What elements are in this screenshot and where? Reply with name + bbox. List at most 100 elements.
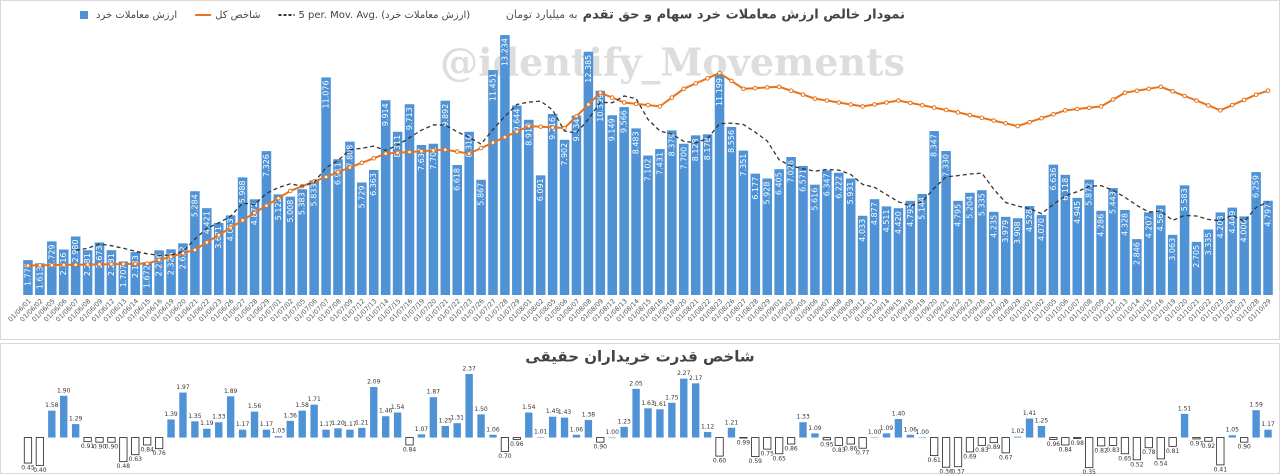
bar xyxy=(58,249,69,295)
data-label: 1.63 xyxy=(641,400,655,407)
data-label: 4.449 xyxy=(1228,211,1237,234)
bar xyxy=(965,192,975,295)
data-label: 0.78 xyxy=(1142,449,1156,456)
data-label: 4.033 xyxy=(858,219,867,242)
data-label: 0.35 xyxy=(1083,469,1097,474)
bar xyxy=(452,165,462,295)
data-label: 0.40 xyxy=(33,467,47,474)
data-label: 1.21 xyxy=(725,419,739,426)
data-label: 5.872 xyxy=(1085,183,1094,206)
data-label: 6.259 xyxy=(1252,175,1261,198)
bar xyxy=(810,184,820,295)
bar xyxy=(881,206,892,295)
line-marker xyxy=(896,98,901,103)
data-label: 0.69 xyxy=(963,453,977,460)
data-label: 0.84 xyxy=(141,446,155,453)
bar xyxy=(118,261,129,295)
line-marker xyxy=(1027,119,1032,125)
bar xyxy=(1108,188,1118,295)
bar xyxy=(1252,410,1260,438)
line-marker xyxy=(1039,115,1044,121)
bar xyxy=(702,134,713,295)
data-label: 1.31 xyxy=(451,415,465,422)
bar xyxy=(416,144,427,295)
data-label: 0.89 xyxy=(987,444,1001,451)
bar xyxy=(786,156,796,295)
bar xyxy=(358,427,366,438)
bar xyxy=(130,252,141,295)
bottom-panel xyxy=(0,343,1280,474)
line-marker xyxy=(109,261,114,267)
data-label: 6.222 xyxy=(834,176,843,199)
line-marker xyxy=(359,160,365,166)
line-marker xyxy=(121,261,126,267)
data-label: 0.90 xyxy=(105,444,119,451)
data-label: 1.51 xyxy=(1178,405,1192,412)
bar xyxy=(774,169,784,295)
line-marker xyxy=(574,113,579,119)
data-label: 5.122 xyxy=(274,197,283,220)
bar xyxy=(1025,418,1034,438)
line-marker xyxy=(1122,90,1128,95)
bar xyxy=(953,437,963,468)
bar xyxy=(584,419,593,438)
bar xyxy=(1120,209,1130,295)
line-marker xyxy=(800,92,806,97)
bar xyxy=(1228,435,1236,438)
data-label: 0.82 xyxy=(1094,447,1108,454)
line-marker xyxy=(252,210,257,216)
data-label: 7.026 xyxy=(787,160,796,183)
data-label: 0.97 xyxy=(1190,440,1204,447)
data-label: 7.637 xyxy=(417,148,426,171)
bar xyxy=(1108,437,1118,446)
bar xyxy=(989,437,998,444)
data-label: 1.17 xyxy=(236,421,250,428)
line-marker xyxy=(1003,121,1009,126)
bar xyxy=(368,170,379,295)
bar xyxy=(1120,437,1130,455)
data-label: 1.01 xyxy=(534,429,548,436)
legend-item: ارزش معاملات خرد xyxy=(80,10,177,21)
bar xyxy=(857,215,868,295)
bar xyxy=(441,425,449,438)
data-label: 4.877 xyxy=(870,202,879,225)
line-marker xyxy=(73,262,78,268)
chart-subtitle: به میلیارد تومان xyxy=(506,8,578,21)
line-marker xyxy=(764,85,770,90)
data-label: 1.12 xyxy=(701,423,715,430)
bar xyxy=(1132,437,1141,461)
bar xyxy=(1179,185,1190,295)
bar xyxy=(1060,174,1071,295)
line-marker xyxy=(1218,108,1223,113)
bar xyxy=(560,417,569,438)
line-marker xyxy=(705,76,710,81)
bar xyxy=(142,262,152,295)
line-marker xyxy=(1146,86,1152,92)
bar xyxy=(154,250,164,295)
bar xyxy=(822,437,831,441)
bar xyxy=(644,408,652,438)
line-marker xyxy=(144,261,150,266)
bar xyxy=(608,437,616,439)
bar xyxy=(1204,437,1213,442)
line-marker xyxy=(514,129,520,134)
bar xyxy=(488,70,498,295)
bar xyxy=(547,113,558,295)
bar xyxy=(1227,207,1238,295)
data-label: 0.65 xyxy=(1118,455,1132,462)
data-label: 1.40 xyxy=(892,411,906,418)
data-label: 7.701 xyxy=(429,147,438,170)
line-marker xyxy=(812,96,818,101)
bar xyxy=(703,431,712,438)
bar xyxy=(775,437,784,455)
data-label: 12.385 xyxy=(584,55,593,83)
bar xyxy=(404,104,415,296)
bar xyxy=(500,437,510,452)
bar xyxy=(1132,239,1142,295)
data-label: 1.59 xyxy=(1249,402,1263,409)
bar xyxy=(894,419,903,438)
bar xyxy=(822,170,832,295)
line-marker xyxy=(1051,111,1056,117)
data-label: 7.902 xyxy=(560,143,569,166)
bar xyxy=(930,437,939,457)
